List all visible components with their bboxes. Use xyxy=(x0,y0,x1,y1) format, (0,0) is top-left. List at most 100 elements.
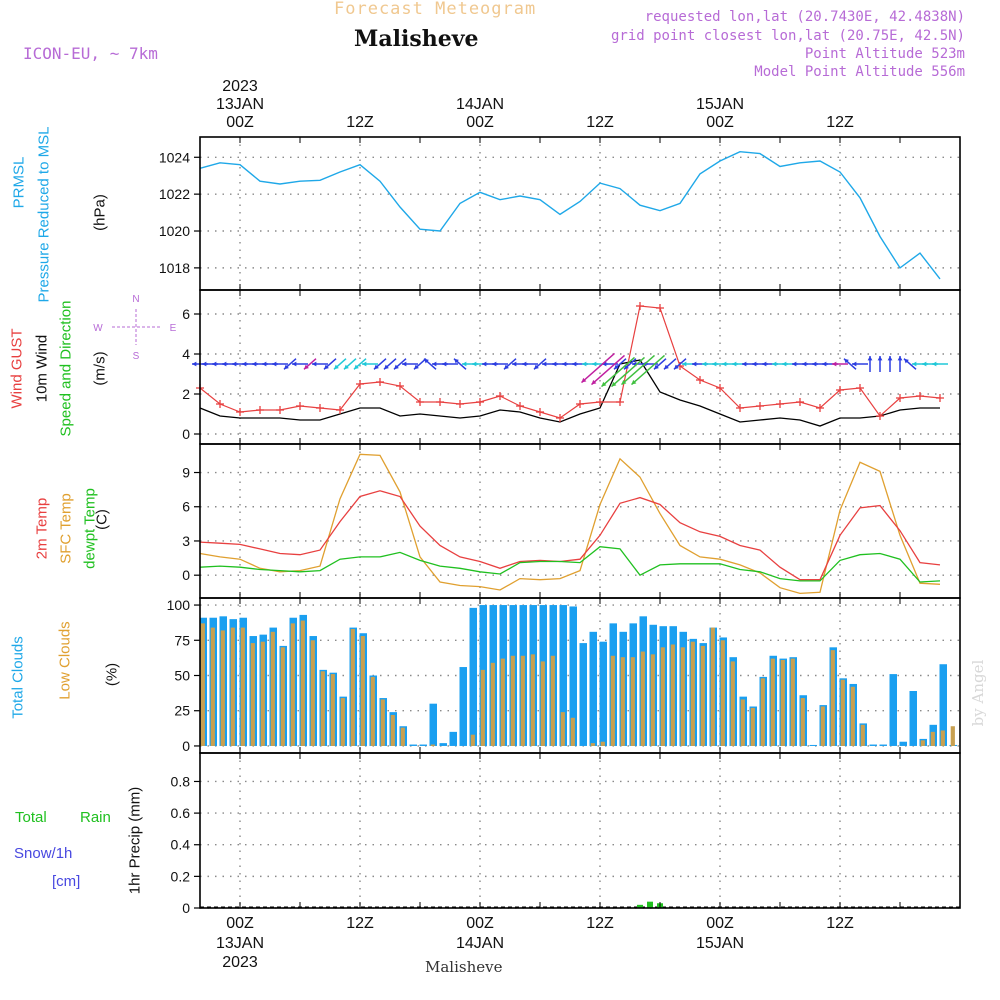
date-label-top: 14JAN xyxy=(456,96,504,113)
wind-dir-arrow-head xyxy=(262,361,267,367)
total-cloud-bar xyxy=(429,703,437,746)
wind-dir-arrow-head xyxy=(702,361,707,367)
y-tick-label: 0 xyxy=(182,900,190,916)
wind-dir-arrow-head xyxy=(324,364,329,370)
y-tick-label: 6 xyxy=(182,306,190,322)
y-tick-label: 25 xyxy=(174,703,190,719)
total-cloud-bar xyxy=(889,674,897,746)
wind-dir-arrow-head xyxy=(592,361,597,367)
wind-dir-arrow-head xyxy=(252,361,257,367)
total-cloud-bar xyxy=(579,643,587,746)
low-cloud-bar xyxy=(490,662,495,746)
low-cloud-bar xyxy=(800,698,805,746)
wind-dir-arrow-head xyxy=(674,364,679,370)
axis-text-layer: 1018 1020 1022 1024 0 2 4 6 0 3 6 9 0 25 50 75 100 0 0.2 0.… xyxy=(93,78,854,971)
total-cloud-bar xyxy=(449,731,457,746)
low-cloud-bar xyxy=(650,654,655,746)
wind-dir-arrow-head xyxy=(582,361,587,367)
wind-dir-arrow-head xyxy=(362,361,367,367)
date-label-top: 15JAN xyxy=(696,96,744,113)
low-cloud-bar xyxy=(260,641,265,746)
y-tick-label: 0 xyxy=(182,738,190,754)
dewpt-temp-line xyxy=(199,546,941,583)
low-cloud-bar xyxy=(610,655,615,746)
y-tick-label: 9 xyxy=(182,465,190,481)
wind-dir-arrow-head xyxy=(402,361,407,367)
wind-dir-arrow-head xyxy=(312,361,317,367)
x-tick-label-top: 00Z xyxy=(706,114,734,131)
low-cloud-bar xyxy=(670,644,675,746)
y-tick-label: 1018 xyxy=(159,260,190,276)
y-tick-label: 0.4 xyxy=(171,837,191,853)
wind-dir-arrow-long-head xyxy=(621,379,627,385)
x-tick-label-bottom: 12Z xyxy=(346,915,374,932)
wind-dir-arrow-head xyxy=(664,364,669,370)
panel-frame xyxy=(199,289,961,445)
wind-dir-arrow-head xyxy=(232,361,237,367)
low-cloud-bar xyxy=(820,706,825,746)
grid-point-coords: grid point closest lon,lat (20.75E, 42.5… xyxy=(610,28,965,44)
wind-dir-arrow-head xyxy=(424,358,429,364)
wind-dir-arrow-head xyxy=(344,364,349,370)
precip-bar xyxy=(637,904,643,908)
wind-dir-arrow-head xyxy=(712,361,717,367)
low-cloud-bar xyxy=(360,636,365,746)
x-tick-label-top: 12Z xyxy=(586,114,614,131)
low-cloud-bar xyxy=(690,641,695,746)
wind-dir-arrow-head xyxy=(374,364,379,370)
wind-dir-arrow-long xyxy=(581,352,615,384)
low-cloud-bar xyxy=(600,741,605,746)
wind-dir-arrow-head xyxy=(912,361,917,367)
wind-dir-arrow-head xyxy=(732,361,737,367)
y-tick-label: 0.8 xyxy=(171,773,191,789)
wind-dir-arrow-head xyxy=(534,364,539,370)
wind-dir-arrow-long-head xyxy=(591,379,597,385)
low-cloud-bar xyxy=(240,627,245,746)
wind-dir-arrow-head xyxy=(762,361,767,367)
panel-frame xyxy=(199,136,961,291)
y-tick-label: 50 xyxy=(174,668,190,684)
wind-dir-arrow-head xyxy=(792,361,797,367)
low-cloud-bar xyxy=(200,623,205,746)
wind-dir-arrow-head xyxy=(897,356,903,361)
low-cloud-bar xyxy=(740,699,745,746)
x-tick-label-top: 00Z xyxy=(466,114,494,131)
compass-n: N xyxy=(132,294,139,305)
date-label-bottom: 13JAN xyxy=(216,935,264,952)
wind-dir-arrow-head xyxy=(462,361,467,367)
frame-layer xyxy=(194,136,961,909)
wind-dir-arrow-head xyxy=(472,361,477,367)
wind-dir-arrow-head xyxy=(822,361,827,367)
total-cloud-bar xyxy=(439,743,447,746)
low-cloud-bar xyxy=(750,707,755,746)
low-cloud-bar xyxy=(640,651,645,746)
low-cloud-bar xyxy=(570,717,575,746)
wind-dir-arrow-long-head xyxy=(581,377,587,383)
low-cloud-bar xyxy=(470,734,475,746)
wind-dir-arrow-head xyxy=(512,361,517,367)
wind-dir-arrow-head xyxy=(887,356,893,361)
wind-dir-arrow-head xyxy=(802,361,807,367)
wind-dir-arrow-head xyxy=(624,364,629,370)
low-cloud-bar xyxy=(250,643,255,746)
x-tick-label-top: 12Z xyxy=(826,114,854,131)
y-tick-label: 75 xyxy=(174,632,190,648)
low-cloud-bar xyxy=(370,676,375,746)
total-cloud-bar xyxy=(419,744,427,746)
x-tick-label-bottom: 12Z xyxy=(826,915,854,932)
total-cloud-bar xyxy=(939,664,947,746)
total-cloud-bar xyxy=(599,641,607,746)
y-tick-label: 1024 xyxy=(159,149,190,165)
x-tick-label-top: 00Z xyxy=(226,114,254,131)
precip-rain-label: Rain xyxy=(80,809,111,826)
wind-dir-arrow-head xyxy=(454,358,459,364)
wind-dir-arrow-head xyxy=(354,364,359,370)
low-cloud-bar xyxy=(310,640,315,746)
wind-dir-arrow-head xyxy=(504,364,509,370)
wind-dir-arrow-head xyxy=(562,361,567,367)
low-cloud-bar xyxy=(940,730,945,746)
total-cloud-bar xyxy=(569,606,577,746)
low-cloud-bar xyxy=(510,655,515,746)
data-layer xyxy=(112,150,960,908)
